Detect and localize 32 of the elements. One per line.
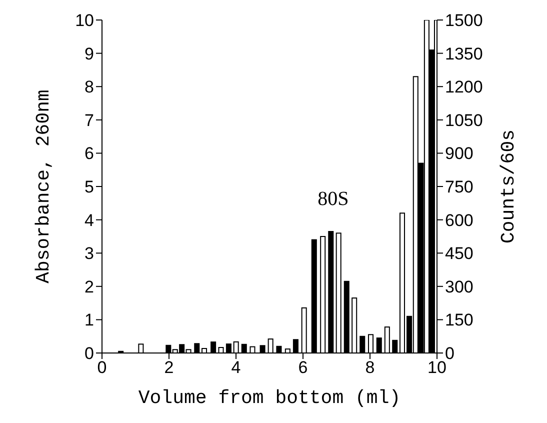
x-axis-title: Volume from bottom (ml)	[138, 387, 401, 409]
y2-tick-label: 1200	[445, 78, 483, 97]
x-tick-label: 4	[231, 358, 241, 378]
y2-tick-label: 0	[445, 344, 454, 364]
y-tick-label: 5	[84, 178, 94, 197]
y2-tick-label: 150	[445, 310, 474, 330]
y2-tick-label: 900	[445, 144, 474, 164]
y-tick-label: 4	[84, 210, 94, 230]
y2-tick-label: 300	[445, 277, 474, 296]
x-tick-label: 10	[428, 358, 446, 378]
y-tick-label: 1	[84, 310, 94, 330]
x-tick-label: 8	[365, 358, 375, 378]
y2-axis-title: Counts/60s	[498, 129, 520, 244]
y-tick-label: 10	[75, 11, 94, 30]
y2-tick-label: 1350	[445, 44, 483, 64]
y-tick-label: 9	[84, 44, 94, 64]
y2-tick-label: 750	[445, 178, 474, 197]
x-tick-label: 0	[97, 358, 107, 378]
y2-tick-label: 600	[445, 210, 474, 230]
annotation: 80S	[318, 188, 349, 210]
y-tick-label: 6	[84, 144, 94, 164]
y-tick-label: 8	[84, 78, 94, 97]
y-tick-label: 7	[84, 110, 94, 130]
x-tick-label: 6	[298, 358, 308, 378]
y-tick-label: 3	[84, 244, 94, 264]
y2-tick-label: 450	[445, 244, 474, 264]
x-tick-label: 2	[164, 358, 174, 378]
y2-tick-label: 1500	[445, 11, 483, 30]
y2-tick-label: 1050	[445, 110, 483, 130]
y-tick-label: 2	[84, 277, 94, 296]
y-tick-label: 0	[84, 344, 94, 364]
y-axis-title: Absorbance, 260nm	[32, 90, 55, 284]
